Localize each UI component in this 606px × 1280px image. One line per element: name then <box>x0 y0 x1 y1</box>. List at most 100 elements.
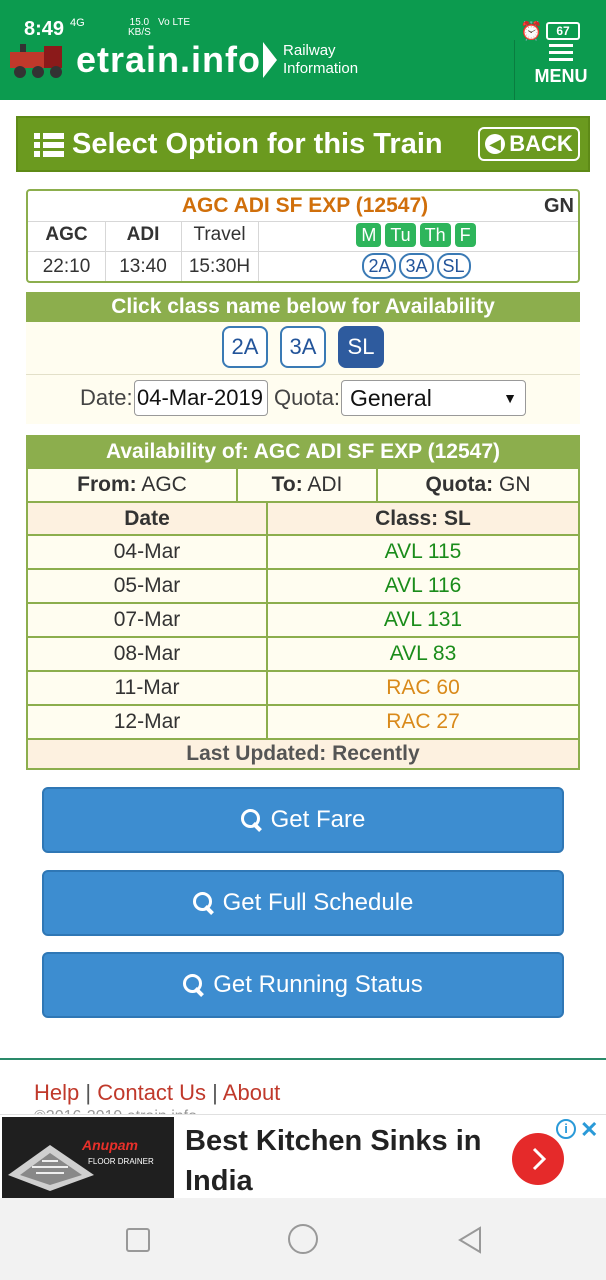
table-row[interactable]: 05-Mar AVL 116 <box>28 568 578 602</box>
class-button-2a[interactable]: 2A <box>222 326 268 368</box>
banner-title: Select Option for this Train <box>72 128 443 160</box>
table-header-row: Date Class: SL <box>28 501 578 534</box>
quota-cell: Quota: GN <box>378 469 578 501</box>
train-summary-card: AGC ADI SF EXP (12547) GN AGC ADI Travel… <box>26 189 580 283</box>
logo-arrow-icon <box>263 42 278 78</box>
system-navigation-bar <box>0 1198 606 1280</box>
chevron-right-icon <box>532 1147 547 1171</box>
about-link[interactable]: About <box>222 1080 281 1105</box>
search-icon <box>240 809 263 831</box>
menu-label: MENU <box>534 66 588 86</box>
app-header: 8:49 4G 15.0 KB/S Vo LTE ⏰ 67 etrain.inf… <box>0 0 606 100</box>
last-updated-row: Last Updated: Recently <box>28 738 578 768</box>
row-status: AVL 116 <box>384 574 462 597</box>
row-date: 08-Mar <box>113 642 181 665</box>
ad-brand-sub: FLOOR DRAINER <box>88 1157 154 1166</box>
from-label: From: <box>77 473 137 496</box>
train-quota-code: GN <box>544 195 574 217</box>
arrival-time: 13:40 <box>119 256 167 277</box>
divider <box>266 536 268 568</box>
site-logo[interactable]: etrain.info Railway Information <box>8 38 358 82</box>
divider <box>266 706 268 738</box>
row-status: RAC 60 <box>386 676 460 699</box>
footer-links: Help | Contact Us | About <box>34 1080 280 1106</box>
speed-value: 15.0 <box>129 17 150 28</box>
quota-select[interactable]: General ▼ <box>341 380 526 416</box>
to-value: ADI <box>307 473 343 496</box>
recents-icon[interactable] <box>126 1228 150 1252</box>
route-info-row: From: AGC To: ADI Quota: GN <box>28 467 578 501</box>
back-label: BACK <box>509 131 573 156</box>
logo-sub-line-1: Railway <box>283 42 336 59</box>
network-speed: 15.0 KB/S <box>128 18 151 38</box>
class-column-header: Class: SL <box>375 507 471 530</box>
back-nav-icon[interactable] <box>456 1226 484 1254</box>
link-separator: | <box>212 1080 218 1105</box>
get-running-status-label: Get Running Status <box>213 971 423 998</box>
list-icon <box>34 133 64 157</box>
row-status: RAC 27 <box>386 710 460 733</box>
departure-time: 22:10 <box>42 256 91 277</box>
availability-table: Availability of: AGC ADI SF EXP (12547) … <box>26 435 580 770</box>
from-value: AGC <box>141 473 187 496</box>
date-input[interactable]: 04-Mar-2019 <box>134 380 268 416</box>
status-time: 8:49 <box>24 18 65 40</box>
search-icon <box>183 974 205 996</box>
day-badge: F <box>454 223 476 247</box>
quota-selected-value: General <box>350 385 432 411</box>
table-row[interactable]: 12-Mar RAC 27 <box>28 704 578 738</box>
hamburger-icon <box>549 44 573 65</box>
train-name[interactable]: AGC ADI SF EXP (12547) <box>181 194 429 217</box>
ad-info-icon[interactable]: i <box>556 1119 576 1139</box>
divider <box>376 469 378 501</box>
divider <box>266 503 268 534</box>
get-fare-button[interactable]: Get Fare <box>42 787 564 853</box>
back-button[interactable]: ◀ BACK <box>478 127 580 161</box>
get-running-status-button[interactable]: Get Running Status <box>42 952 564 1018</box>
train-classes: 2A 3A SL <box>258 253 578 279</box>
battery-indicator: 67 <box>546 22 580 40</box>
row-date: 12-Mar <box>113 710 181 733</box>
ad-close-icon[interactable]: ✕ <box>580 1117 599 1142</box>
get-full-schedule-button[interactable]: Get Full Schedule <box>42 870 564 936</box>
table-row[interactable]: 04-Mar AVL 115 <box>28 534 578 568</box>
row-status: AVL 115 <box>384 540 462 563</box>
ad-banner[interactable]: Anupam FLOOR DRAINER Best Kitchen Sinks … <box>0 1114 606 1199</box>
class-button-3a[interactable]: 3A <box>280 326 326 368</box>
class-button-sl[interactable]: SL <box>338 326 384 368</box>
divider <box>236 469 238 501</box>
divider <box>28 221 578 222</box>
status-bar: 8:49 4G 15.0 KB/S Vo LTE ⏰ 67 <box>0 0 606 42</box>
divider <box>28 251 578 252</box>
table-row[interactable]: 07-Mar AVL 131 <box>28 602 578 636</box>
class-pill[interactable]: SL <box>436 253 471 279</box>
contact-link[interactable]: Contact Us <box>97 1080 207 1105</box>
dropdown-arrow-icon: ▼ <box>503 390 517 406</box>
help-link[interactable]: Help <box>34 1080 80 1105</box>
day-badge: M <box>356 223 382 247</box>
travel-duration: 15:30H <box>188 256 251 277</box>
to-cell: To: ADI <box>238 469 376 501</box>
home-icon[interactable] <box>288 1224 318 1254</box>
divider <box>105 221 106 281</box>
date-label: Date: <box>80 385 133 410</box>
row-date: 11-Mar <box>114 676 180 699</box>
get-schedule-label: Get Full Schedule <box>222 889 414 916</box>
ad-image[interactable]: Anupam FLOOR DRAINER <box>2 1117 174 1199</box>
availability-heading: Availability of: AGC ADI SF EXP (12547) <box>28 437 578 467</box>
link-separator: | <box>85 1080 92 1105</box>
class-pill[interactable]: 3A <box>399 253 434 279</box>
ad-go-button[interactable] <box>512 1133 564 1185</box>
row-date: 07-Mar <box>113 608 181 631</box>
quota-label: Quota: <box>274 385 341 410</box>
class-pill[interactable]: 2A <box>362 253 397 279</box>
table-row[interactable]: 11-Mar RAC 60 <box>28 670 578 704</box>
day-badge: Tu <box>385 223 416 247</box>
divider <box>26 374 580 375</box>
menu-button[interactable]: MENU <box>514 40 606 100</box>
to-station-code: ADI <box>126 224 160 245</box>
table-row[interactable]: 08-Mar AVL 83 <box>28 636 578 670</box>
divider <box>181 221 182 281</box>
ad-title[interactable]: Best Kitchen Sinks in India <box>185 1125 482 1197</box>
option-banner: Select Option for this Train ◀ BACK <box>16 116 590 172</box>
